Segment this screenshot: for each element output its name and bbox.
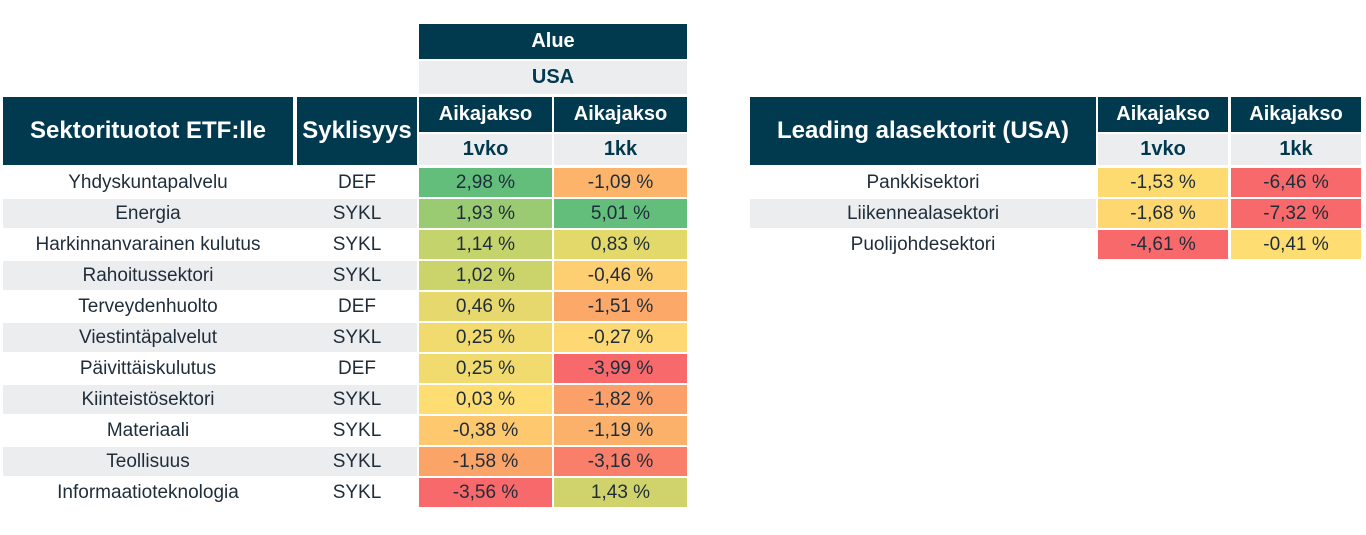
return-1kk: 1,43 %: [554, 478, 687, 507]
sector-name: Kiinteistösektori: [81, 388, 215, 410]
return-1vko: -3,56 %: [419, 478, 552, 507]
table-row-band: [750, 199, 1096, 228]
return-1vko: -1,53 %: [1098, 168, 1228, 197]
return-1vko: -4,61 %: [1098, 230, 1228, 259]
region-header: Alue: [419, 24, 687, 59]
cyclicality-value: SYKL: [332, 419, 382, 441]
cyclicality-value: DEF: [338, 295, 376, 317]
return-1vko: 1,93 %: [419, 199, 552, 228]
return-1kk: -1,51 %: [554, 292, 687, 321]
right-col2-period: Aikajakso: [1231, 97, 1361, 132]
return-1kk: -1,09 %: [554, 168, 687, 197]
return-1vko: -1,68 %: [1098, 199, 1228, 228]
sector-name: Yhdyskuntapalvelu: [68, 171, 228, 193]
sector-name: Informaatioteknologia: [57, 481, 239, 503]
right-col1-sub: 1vko: [1098, 134, 1228, 165]
return-1kk: -3,16 %: [554, 447, 687, 476]
return-1vko: 0,46 %: [419, 292, 552, 321]
sector-name: Rahoitussektori: [82, 264, 214, 286]
subsector-name: Liikennealasektori: [846, 202, 1000, 224]
sector-name: Viestintäpalvelut: [78, 326, 218, 348]
table-row-band: [3, 261, 417, 290]
return-1kk: -6,46 %: [1231, 168, 1361, 197]
sector-name: Teollisuus: [106, 450, 190, 472]
sector-name: Energia: [115, 202, 181, 224]
return-1kk: -3,99 %: [554, 354, 687, 383]
sector-name: Päivittäiskulutus: [79, 357, 217, 379]
return-1kk: -0,27 %: [554, 323, 687, 352]
return-1vko: -1,58 %: [419, 447, 552, 476]
table-row-band: [3, 385, 417, 414]
cyclicality-value: DEF: [338, 357, 376, 379]
return-1kk: -1,82 %: [554, 385, 687, 414]
sector-name: Terveydenhuolto: [78, 295, 218, 317]
return-1vko: 0,03 %: [419, 385, 552, 414]
cyclicality-value: SYKL: [332, 450, 382, 472]
subsector-name: Pankkisektori: [866, 171, 980, 193]
return-1kk: 5,01 %: [554, 199, 687, 228]
table-row-band: [3, 323, 417, 352]
return-1vko: 0,25 %: [419, 323, 552, 352]
cyclicality-value: SYKL: [332, 388, 382, 410]
left-col2-period: Aikajakso: [554, 97, 687, 132]
table-row-band: [3, 447, 417, 476]
return-1kk: -1,19 %: [554, 416, 687, 445]
return-1kk: -0,46 %: [554, 261, 687, 290]
cyclicality-value: SYKL: [332, 264, 382, 286]
left-col2-sub: 1kk: [554, 134, 687, 165]
return-1vko: 0,25 %: [419, 354, 552, 383]
cyclicality-value: DEF: [338, 171, 376, 193]
right-col1-period: Aikajakso: [1098, 97, 1228, 132]
left-table-title: Sektorituotot ETF:lle: [3, 97, 293, 165]
left-col1-period: Aikajakso: [419, 97, 552, 132]
subsector-name: Puolijohdesektori: [850, 233, 996, 255]
cyclicality-header: Syklisyys: [297, 97, 417, 165]
left-col1-sub: 1vko: [419, 134, 552, 165]
region-value: USA: [419, 61, 687, 94]
cyclicality-value: SYKL: [332, 233, 382, 255]
sector-name: Harkinnanvarainen kulutus: [35, 233, 261, 255]
cyclicality-value: SYKL: [332, 326, 382, 348]
return-1vko: -0,38 %: [419, 416, 552, 445]
return-1vko: 1,02 %: [419, 261, 552, 290]
cyclicality-value: SYKL: [332, 202, 382, 224]
right-col2-sub: 1kk: [1231, 134, 1361, 165]
return-1kk: -7,32 %: [1231, 199, 1361, 228]
return-1kk: 0,83 %: [554, 230, 687, 259]
return-1vko: 1,14 %: [419, 230, 552, 259]
cyclicality-value: SYKL: [332, 481, 382, 503]
right-table-title: Leading alasektorit (USA): [750, 97, 1096, 165]
return-1kk: -0,41 %: [1231, 230, 1361, 259]
sector-name: Materiaali: [106, 419, 190, 441]
table-row-band: [3, 199, 417, 228]
return-1vko: 2,98 %: [419, 168, 552, 197]
